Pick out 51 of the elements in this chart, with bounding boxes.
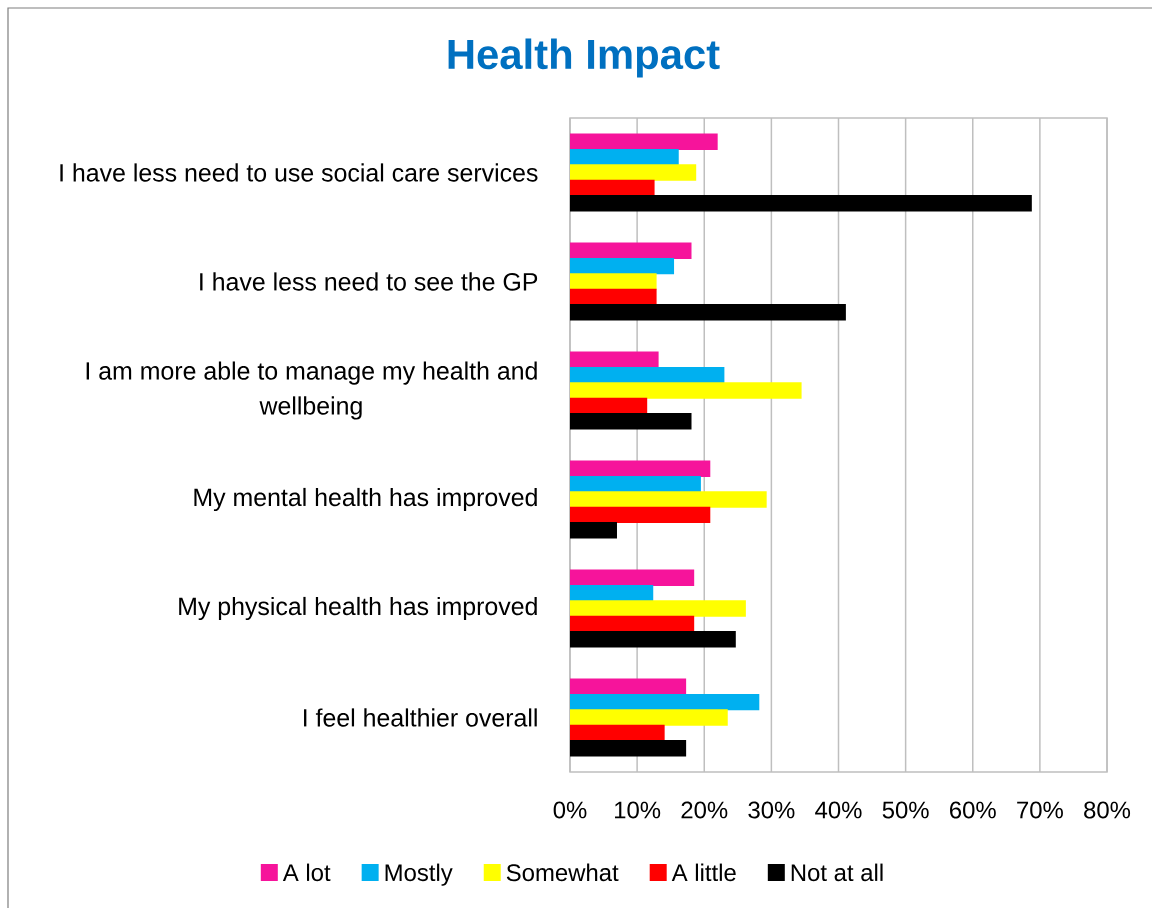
chart-title: Health Impact	[448, 38, 720, 78]
bar	[570, 678, 687, 695]
bar	[570, 475, 701, 493]
x-tick-label: 20%	[681, 801, 728, 819]
legend-label: A little	[671, 863, 736, 882]
bar	[570, 709, 728, 726]
x-tick-label: 70%	[1017, 801, 1063, 819]
bar	[570, 366, 725, 384]
bar	[570, 195, 1032, 212]
bar	[570, 304, 846, 321]
y-tick-label: I have less need to see the GP	[200, 272, 538, 291]
bar	[570, 351, 659, 368]
bar	[570, 257, 675, 275]
y-tick-label: I have less need to use social care services	[60, 163, 538, 182]
bar	[570, 600, 746, 617]
bar	[570, 724, 665, 742]
x-tick-label: 30%	[748, 801, 795, 819]
x-tick-label: 10%	[615, 801, 661, 819]
bar	[570, 693, 760, 711]
bar	[570, 584, 654, 602]
bar	[570, 740, 687, 757]
y-tick-label: My mental health has improved	[194, 487, 537, 512]
bar	[570, 615, 695, 633]
x-tick-label: 0%	[553, 801, 587, 819]
bar	[570, 397, 648, 415]
x-tick-label: 60%	[950, 801, 996, 819]
legend-label: A lot	[282, 863, 331, 882]
bar	[570, 522, 617, 539]
x-tick-label: 80%	[1084, 801, 1131, 819]
bar	[570, 382, 802, 399]
bar	[570, 288, 657, 306]
y-tick-label: My physical health has improved	[179, 596, 537, 621]
legend-label: Mostly	[385, 863, 453, 886]
x-tick-label: 40%	[815, 801, 862, 819]
bar	[570, 179, 655, 197]
bar	[570, 631, 736, 648]
bar	[570, 242, 692, 259]
bar	[570, 148, 679, 166]
bar	[570, 164, 697, 181]
x-tick-label: 50%	[882, 801, 929, 819]
y-tick-label: I feel healthier overall	[304, 708, 537, 727]
bar	[570, 506, 711, 524]
bar	[570, 569, 695, 586]
y-tick-label: I am more able to manage my health and wellbeing	[86, 361, 537, 420]
bar	[570, 491, 767, 508]
legend-label: Somewhat	[506, 863, 619, 882]
legend-label: Not at all	[791, 863, 883, 882]
bar	[570, 460, 711, 477]
bar	[570, 273, 657, 290]
bar	[570, 413, 692, 430]
bar	[570, 133, 718, 150]
